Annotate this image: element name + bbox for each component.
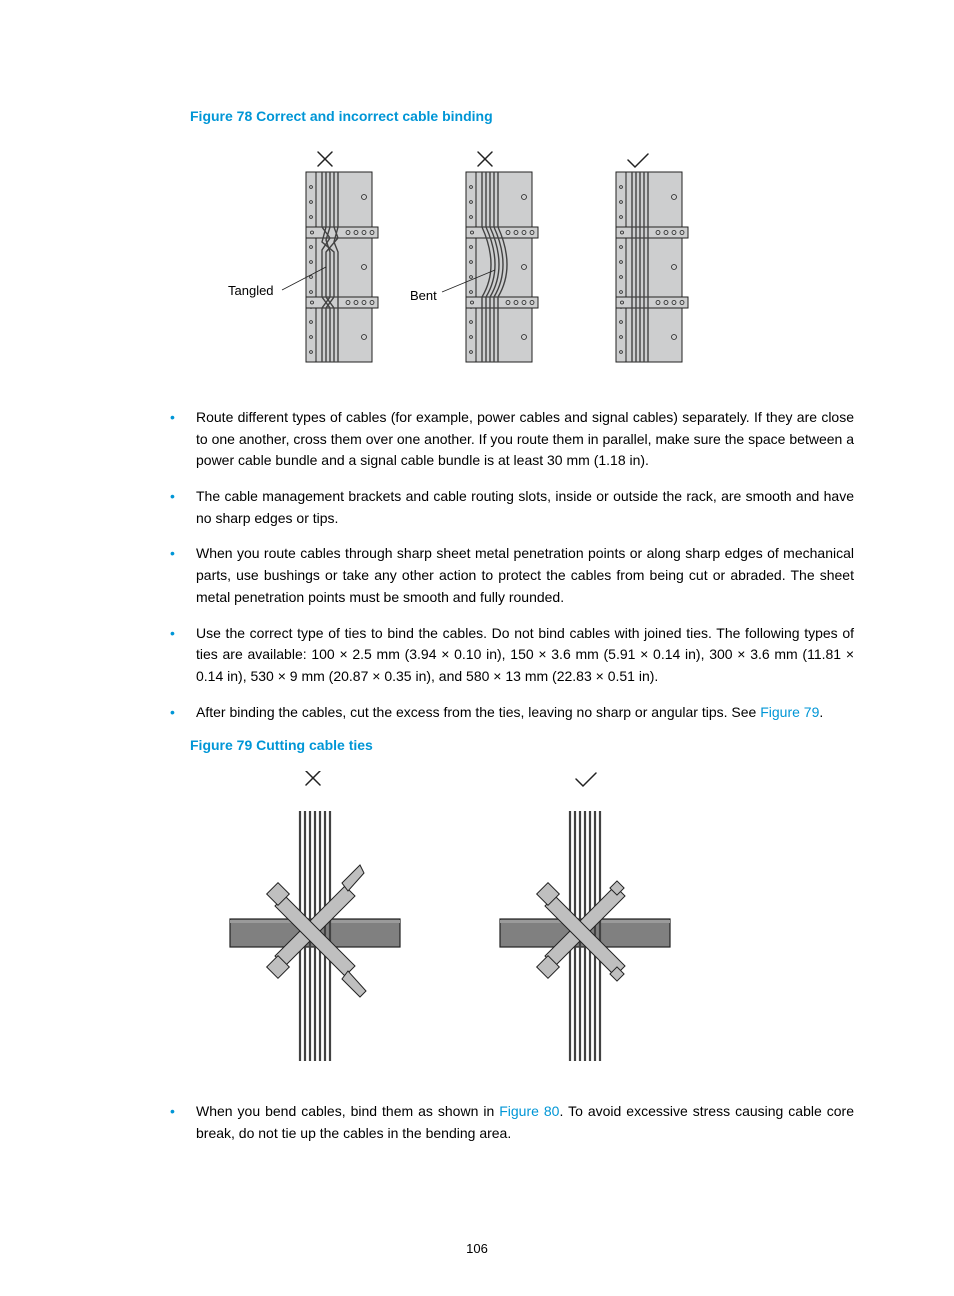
list-item: When you route cables through sharp shee… xyxy=(160,543,854,608)
list-item: Use the correct type of ties to bind the… xyxy=(160,623,854,688)
text: After binding the cables, cut the excess… xyxy=(196,704,760,720)
figure-79-caption: Figure 79 Cutting cable ties xyxy=(190,737,854,753)
figure-78-caption: Figure 78 Correct and incorrect cable bi… xyxy=(190,108,854,124)
bullet-list-1: Route different types of cables (for exa… xyxy=(160,407,854,723)
figure-79 xyxy=(190,771,854,1071)
page: Figure 78 Correct and incorrect cable bi… xyxy=(0,0,954,1296)
figure-79-link[interactable]: Figure 79 xyxy=(760,704,819,720)
page-number: 106 xyxy=(0,1241,954,1256)
list-item: Route different types of cables (for exa… xyxy=(160,407,854,472)
bent-label: Bent xyxy=(410,288,437,303)
text: . xyxy=(819,704,823,720)
list-item: When you bend cables, bind them as shown… xyxy=(160,1101,854,1144)
figure-78: Tangled Bent xyxy=(190,142,854,377)
bullet-list-2: When you bend cables, bind them as shown… xyxy=(160,1101,854,1144)
list-item: The cable management brackets and cable … xyxy=(160,486,854,529)
text: When you bend cables, bind them as shown… xyxy=(196,1103,499,1119)
figure-80-link[interactable]: Figure 80 xyxy=(499,1103,559,1119)
list-item: After binding the cables, cut the excess… xyxy=(160,702,854,724)
tangled-label: Tangled xyxy=(228,283,274,298)
